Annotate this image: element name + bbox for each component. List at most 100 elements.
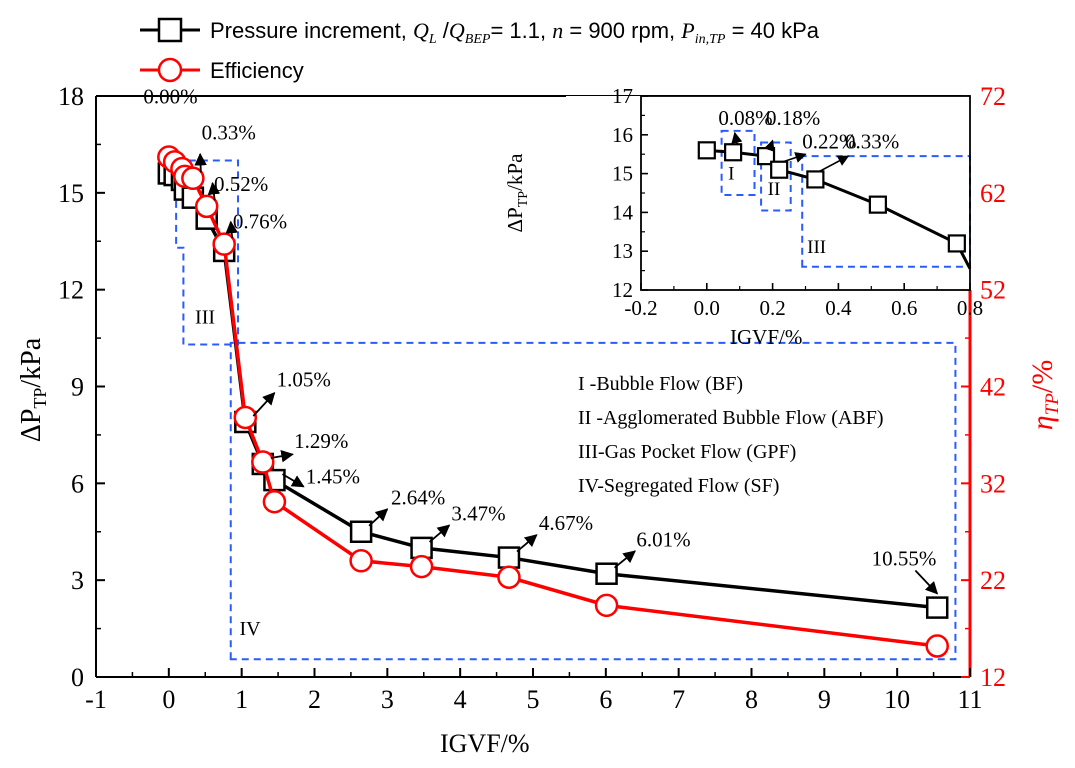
efficiency-point: [349, 549, 373, 573]
inset-region-label-II: II: [768, 179, 781, 200]
legend-circle-marker: [157, 57, 183, 83]
inset-pressure-point: [697, 141, 716, 160]
pressure-point: [925, 596, 949, 619]
pressure-point: [349, 520, 373, 543]
y-axis-title: ΔPTP/kPa: [16, 337, 50, 442]
y-tick-label: 12: [58, 276, 84, 305]
inset-x-tick-label: 0.0: [694, 296, 720, 320]
point-label: 4.67%: [539, 511, 593, 535]
point-label: 6.01%: [636, 527, 690, 551]
x-tick-label: 2: [308, 685, 321, 714]
point-label: 3.47%: [451, 501, 505, 525]
flow-regime-4: IV-Segregated Flow (SF): [578, 475, 779, 497]
efficiency-point: [194, 194, 219, 219]
region-label-main-IV: IV: [239, 618, 261, 640]
legend-square-marker: [157, 17, 183, 43]
x-tick-label: 10: [884, 685, 910, 714]
inset-x-tick-label: 0.4: [825, 296, 852, 320]
label-arrow: [270, 449, 294, 463]
inset-series-layer: [697, 141, 972, 270]
legend-pressure-label: Pressure increment, QL /QBEP= 1.1, n = 9…: [210, 18, 820, 47]
x-tick-label: 7: [672, 685, 685, 714]
inset-point-label: 0.08%: [718, 106, 772, 130]
inset-pressure-point: [947, 234, 966, 253]
inset-pressure-point: [868, 195, 887, 214]
pressure-point: [497, 546, 521, 569]
inset-x-tick-label: 0.6: [891, 296, 917, 320]
efficiency-point: [233, 405, 258, 430]
efficiency-point: [181, 166, 205, 191]
region-IV-box: [229, 341, 957, 661]
main-series-layer: [157, 145, 949, 658]
inset-y-tick-label: 12: [612, 278, 633, 302]
label-arrow: [207, 181, 221, 201]
point-label: 1.05%: [277, 368, 331, 392]
x-tick-label: 3: [381, 685, 394, 714]
x-tick-label: 8: [745, 685, 758, 714]
x-tick-label: 4: [454, 685, 467, 714]
inset-point-label: 0.18%: [766, 106, 820, 130]
y2-tick-label: 62: [980, 179, 1006, 208]
inset-region-label-III: III: [807, 237, 826, 258]
inset-chart: -0.2 0.0 0.2 0.4 0.6 0.8 12 13 14 15 16 17 0.08%0.1…: [503, 84, 983, 349]
inset-label-arrow: [731, 131, 743, 145]
point-label: 0.52%: [214, 172, 268, 196]
y-tick-label: 0: [71, 663, 84, 692]
label-arrow: [613, 550, 636, 569]
y2-tick-label: 32: [980, 469, 1006, 498]
label-arrow: [252, 392, 276, 417]
y2-tick-label: 72: [980, 82, 1006, 111]
pressure-point: [595, 562, 618, 585]
point-label: 0.00%: [143, 85, 197, 109]
inset-y-tick-label: 15: [612, 162, 633, 186]
point-label: 1.45%: [306, 464, 360, 488]
flow-regime-2: II -Agglomerated Bubble Flow (ABF): [578, 407, 884, 429]
label-arrow: [194, 152, 207, 173]
inset-y-axis-title: ΔPTP/kPa: [503, 153, 531, 233]
y2-tick-label: 12: [980, 663, 1006, 692]
inset-region-II-box: [760, 141, 792, 212]
label-arrow: [516, 534, 538, 553]
y2-tick-label: 22: [980, 566, 1006, 595]
inset-pressure-point: [806, 170, 825, 189]
inset-background: [566, 96, 974, 290]
point-label: 0.33%: [202, 121, 256, 145]
efficiency-point: [497, 565, 521, 590]
y2-tick-label: 52: [980, 276, 1006, 305]
inset-label-arrow: [782, 152, 807, 163]
inset-x-tick-label: 0.8: [957, 296, 983, 320]
efficiency-point: [925, 634, 949, 658]
label-arrow: [368, 508, 389, 527]
inset-label-arrow: [764, 139, 775, 152]
y-tick-label: 9: [71, 373, 84, 402]
inset-frame: -0.2 0.0 0.2 0.4 0.6 0.8 12 13 14 15 16 17: [612, 84, 983, 320]
point-label: 0.76%: [233, 210, 287, 234]
flow-regime-1: I -Bubble Flow (BF): [578, 373, 743, 395]
inset-y-tick-label: 13: [612, 239, 633, 263]
label-arrow: [914, 569, 939, 595]
inset-region-I-box: [720, 129, 756, 196]
inset-label-arrow: [818, 155, 850, 173]
inset-y-tick-label: 17: [612, 84, 633, 108]
inset-x-tick-label: 0.2: [759, 296, 785, 320]
inset-point-label: 0.22%: [802, 129, 856, 153]
inset-y-tick-label: 16: [612, 123, 633, 147]
flow-regime-3: III-Gas Pocket Flow (GPF): [578, 441, 796, 463]
inset-x-tick-label: -0.2: [624, 296, 657, 320]
y2-axis-title: ηTP/%: [1026, 360, 1063, 430]
label-arrow: [225, 220, 239, 239]
x-tick-label: 5: [527, 685, 540, 714]
label-arrow: [428, 524, 451, 543]
y-tick-label: 6: [71, 469, 84, 498]
efficiency-point: [409, 554, 434, 579]
point-label: 1.29%: [294, 429, 348, 453]
efficiency-point: [212, 232, 236, 256]
x-tick-label: -1: [85, 685, 107, 714]
legend-efficiency-label: Efficiency: [210, 58, 304, 83]
inset-point-label: 0.33%: [845, 129, 899, 153]
x-tick-label: 11: [957, 685, 982, 714]
flow-regime-list: I -Bubble Flow (BF) II -Agglomerated Bub…: [578, 373, 884, 497]
region-label-main-III: III: [195, 307, 215, 329]
inset-pressure-point: [724, 143, 743, 162]
